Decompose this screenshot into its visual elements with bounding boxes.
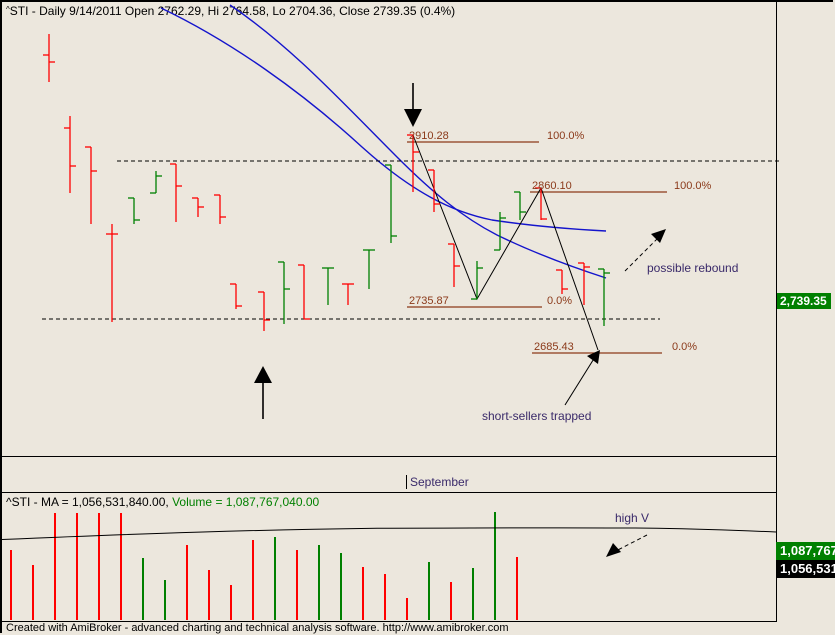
svg-text:high V: high V <box>615 511 649 525</box>
